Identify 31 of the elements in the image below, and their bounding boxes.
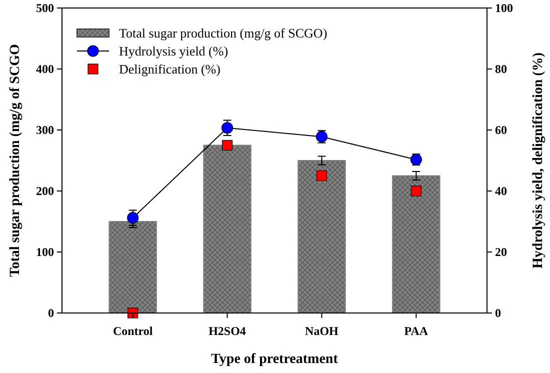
y2-axis-title: Hydrolysis yield, delignification (%) (531, 52, 546, 268)
y-tick-label: 0 (48, 306, 54, 320)
bar (108, 221, 157, 314)
y-axis-title: Total sugar production (mg/g of SCGO (8, 44, 23, 277)
point (316, 170, 328, 182)
y2-tick-label: 40 (495, 184, 507, 198)
y-tick-label: 400 (36, 62, 54, 76)
x-axis-title: Type of pretreatment (211, 352, 338, 367)
y2-tick-label: 100 (495, 1, 513, 16)
y-tick-label: 500 (36, 1, 54, 16)
y2-tick-label: 0 (495, 306, 501, 320)
legend-label: Delignification (%) (119, 62, 220, 77)
legend-label: Total sugar production (mg/g of SCGO) (119, 26, 328, 41)
x-tick-label: H2SO4 (208, 324, 246, 338)
y2-tick-label: 60 (495, 123, 507, 138)
y2-tick-label: 20 (495, 245, 507, 260)
bar (392, 175, 440, 314)
point (222, 140, 233, 151)
point (128, 308, 138, 318)
point (221, 122, 234, 134)
x-tick-label: Control (112, 324, 154, 338)
legend-label: Hydrolysis yield (%) (119, 44, 228, 59)
bar (298, 160, 346, 314)
y2-tick-label: 80 (495, 62, 507, 76)
bar (203, 144, 252, 314)
y-tick-label: 200 (36, 184, 54, 198)
y-tick-label: 100 (36, 245, 54, 260)
x-tick-label: NaOH (305, 324, 340, 338)
y-tick-label: 300 (36, 123, 54, 138)
point (410, 186, 422, 196)
x-tick-label: PAA (404, 324, 428, 338)
